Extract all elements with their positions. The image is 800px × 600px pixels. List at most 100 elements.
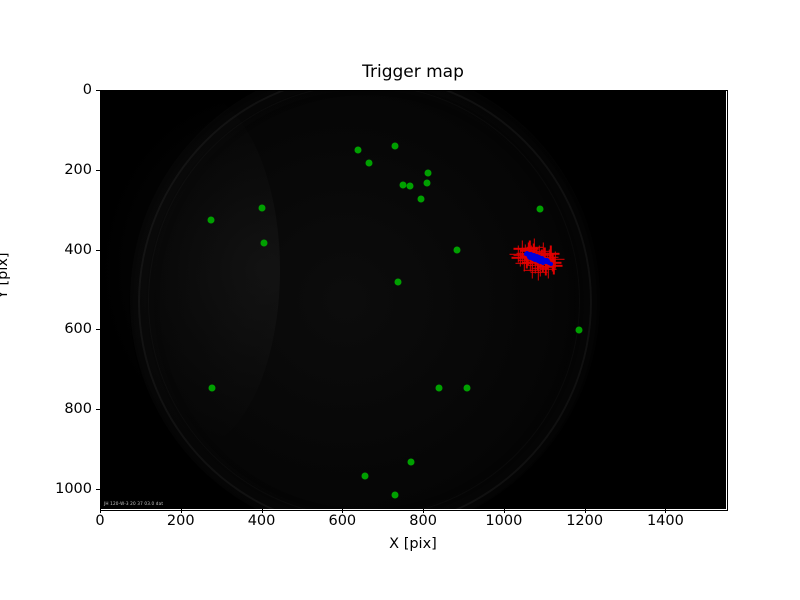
data-point-cross-matched-hits xyxy=(542,245,559,262)
data-point-fitted-track xyxy=(526,253,531,258)
data-point-fitted-track xyxy=(527,253,532,258)
data-point-fitted-track xyxy=(531,253,536,258)
data-point-triggers xyxy=(423,179,431,187)
data-point-fitted-track xyxy=(533,254,538,258)
data-point-triggers xyxy=(394,278,402,286)
x-tick-label: 800 xyxy=(409,513,437,529)
data-point-fitted-track xyxy=(529,256,534,261)
data-point-fitted-track xyxy=(544,257,549,262)
plot-area[interactable]: JH 120-W-3 20 37 03.0 dat xyxy=(100,90,726,509)
data-point-triggers xyxy=(361,472,369,480)
y-tick-mark xyxy=(96,329,100,331)
data-point-triggers xyxy=(365,159,373,167)
data-point-fitted-track xyxy=(545,260,550,265)
data-point-fitted-track xyxy=(534,258,539,263)
image-stamp-text: JH 120-W-3 20 37 03.0 dat xyxy=(104,501,164,506)
data-point-triggers xyxy=(391,491,399,499)
data-point-cross-matched-hits xyxy=(524,262,541,279)
data-point-triggers xyxy=(424,169,432,177)
data-point-fitted-track xyxy=(524,252,529,257)
data-point-triggers xyxy=(435,384,443,392)
data-point-triggers xyxy=(399,181,407,189)
data-point-cross-matched-hits xyxy=(524,251,541,268)
data-point-cross-matched-hits xyxy=(533,250,550,267)
x-tick-mark xyxy=(342,509,344,513)
data-point-fitted-track xyxy=(539,259,544,264)
data-point-fitted-track xyxy=(537,257,542,262)
data-point-cross-matched-hits xyxy=(529,253,546,270)
data-point-cross-matched-hits xyxy=(519,248,536,265)
data-point-cross-matched-hits xyxy=(532,260,549,277)
x-tick-mark xyxy=(503,509,505,513)
data-point-fitted-track xyxy=(534,254,539,259)
y-tick-label: 600 xyxy=(64,321,92,338)
data-point-triggers xyxy=(407,458,415,466)
x-tick-label: 400 xyxy=(247,513,276,529)
data-point-fitted-track xyxy=(547,260,552,265)
data-point-cross-matched-hits xyxy=(531,245,548,262)
data-point-cross-matched-hits xyxy=(539,252,556,269)
data-point-fitted-track xyxy=(525,250,530,255)
x-axis-label: X [pix] xyxy=(389,536,437,552)
data-point-triggers xyxy=(575,326,583,334)
data-point-fitted-track xyxy=(530,254,535,259)
data-point-cross-matched-hits xyxy=(530,264,547,281)
data-point-fitted-track xyxy=(541,260,546,265)
y-tick-mark xyxy=(96,169,100,171)
data-point-fitted-track xyxy=(542,259,547,264)
y-tick-label: 400 xyxy=(64,241,92,258)
data-point-fitted-track xyxy=(526,255,531,260)
x-tick-mark xyxy=(423,509,425,513)
x-tick-label: 1400 xyxy=(646,513,684,529)
data-point-fitted-track xyxy=(548,261,553,266)
field-of-view-limb-highlight xyxy=(100,90,280,450)
data-point-fitted-track xyxy=(526,251,531,256)
data-point-fitted-track xyxy=(536,255,541,260)
y-tick-mark xyxy=(96,249,100,251)
data-point-fitted-track xyxy=(537,259,542,264)
y-tick-label: 1000 xyxy=(55,481,92,498)
y-tick-label: 200 xyxy=(64,161,92,178)
data-point-cross-matched-hits xyxy=(540,261,557,278)
data-point-triggers xyxy=(536,205,544,213)
x-tick-mark xyxy=(100,509,101,513)
data-point-triggers xyxy=(406,182,414,190)
data-point-cross-matched-hits xyxy=(547,251,564,268)
data-point-cross-matched-hits xyxy=(536,247,553,264)
data-point-fitted-track xyxy=(532,255,537,260)
data-point-cross-matched-hits xyxy=(537,258,554,275)
y-axis-label: Y [pix] xyxy=(0,252,11,299)
data-point-cross-matched-hits xyxy=(512,249,529,266)
data-point-cross-matched-hits xyxy=(545,257,562,274)
data-point-fitted-track xyxy=(541,256,546,261)
data-point-fitted-track xyxy=(543,257,548,262)
data-point-cross-matched-hits xyxy=(541,249,558,266)
x-tick-label: 1200 xyxy=(566,513,604,529)
y-tick-mark xyxy=(96,409,100,411)
data-point-cross-matched-hits xyxy=(522,254,539,271)
y-tick-label: 800 xyxy=(64,401,92,418)
y-tick-mark xyxy=(96,489,100,491)
data-point-triggers xyxy=(453,246,461,254)
x-tick-mark xyxy=(584,509,586,513)
data-point-fitted-track xyxy=(539,257,544,262)
x-tick-label: 600 xyxy=(328,513,357,529)
y-tick-label: 0 xyxy=(82,82,92,98)
data-point-cross-matched-hits xyxy=(544,254,561,271)
x-tick-label: 200 xyxy=(166,513,195,529)
data-point-cross-matched-hits xyxy=(514,247,531,264)
data-point-triggers xyxy=(391,142,399,150)
data-point-cross-matched-hits xyxy=(520,242,537,259)
data-point-cross-matched-hits xyxy=(527,257,544,274)
x-tick-mark xyxy=(261,509,263,513)
data-point-cross-matched-hits xyxy=(535,243,552,260)
data-point-fitted-track xyxy=(536,258,541,263)
data-point-fitted-track xyxy=(530,252,535,257)
data-point-triggers xyxy=(417,195,425,203)
data-point-triggers xyxy=(354,146,362,154)
data-point-fitted-track xyxy=(546,258,551,263)
data-point-fitted-track xyxy=(540,258,545,263)
data-point-cross-matched-hits xyxy=(517,245,534,262)
data-point-cross-matched-hits xyxy=(521,240,538,257)
